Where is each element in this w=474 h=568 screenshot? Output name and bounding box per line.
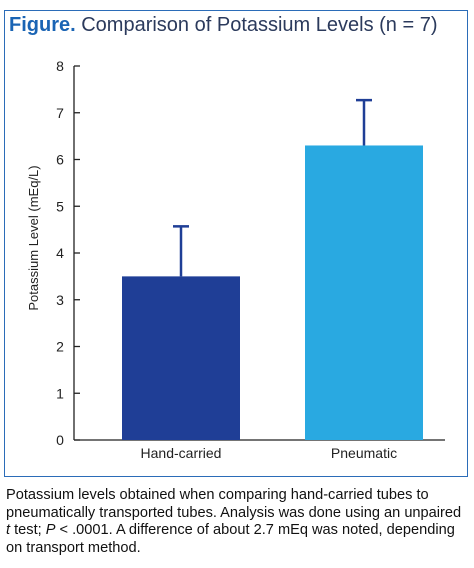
x-tick-label: Hand-carried [141, 445, 222, 461]
bar [305, 145, 423, 440]
y-tick-label: 6 [56, 152, 64, 168]
y-tick-label: 3 [56, 292, 64, 308]
bar-series [122, 145, 423, 440]
y-tick-label: 4 [56, 245, 64, 261]
caption-italic-t: t [6, 522, 11, 538]
y-tick-label: 7 [56, 105, 64, 121]
figure-title-text: Comparison of Potassium Levels (n = 7) [81, 14, 438, 36]
caption-italic-p: P [45, 522, 56, 538]
x-tick-labels: Hand-carried Pneumatic [141, 445, 398, 461]
figure-label: Figure. [9, 14, 76, 36]
y-tick-labels: 0 1 2 3 4 5 6 7 8 [56, 58, 64, 448]
y-axis-label: Potassium Level (mEq/L) [26, 165, 41, 310]
x-tick-label: Pneumatic [331, 445, 397, 461]
caption-text-1: Potassium levels obtained when comparing… [6, 487, 462, 521]
error-bars [173, 98, 372, 277]
y-tick-label: 8 [56, 58, 64, 74]
y-tick-label: 1 [56, 385, 64, 401]
figure-caption: Potassium levels obtained when comparing… [6, 487, 468, 557]
chart-title: Figure. Comparison of Potassium Levels (… [9, 14, 438, 37]
caption-text-3: < .0001. A difference of about 2.7 mEq w… [6, 522, 455, 556]
y-tick-label: 2 [56, 339, 64, 355]
y-tick-label: 0 [56, 432, 64, 448]
y-tick-label: 5 [56, 198, 64, 214]
bar [122, 276, 240, 440]
caption-text-2: test; [10, 522, 46, 538]
bar-chart: Potassium Level (mEq/L) Hand-carried Pneu… [26, 58, 445, 461]
